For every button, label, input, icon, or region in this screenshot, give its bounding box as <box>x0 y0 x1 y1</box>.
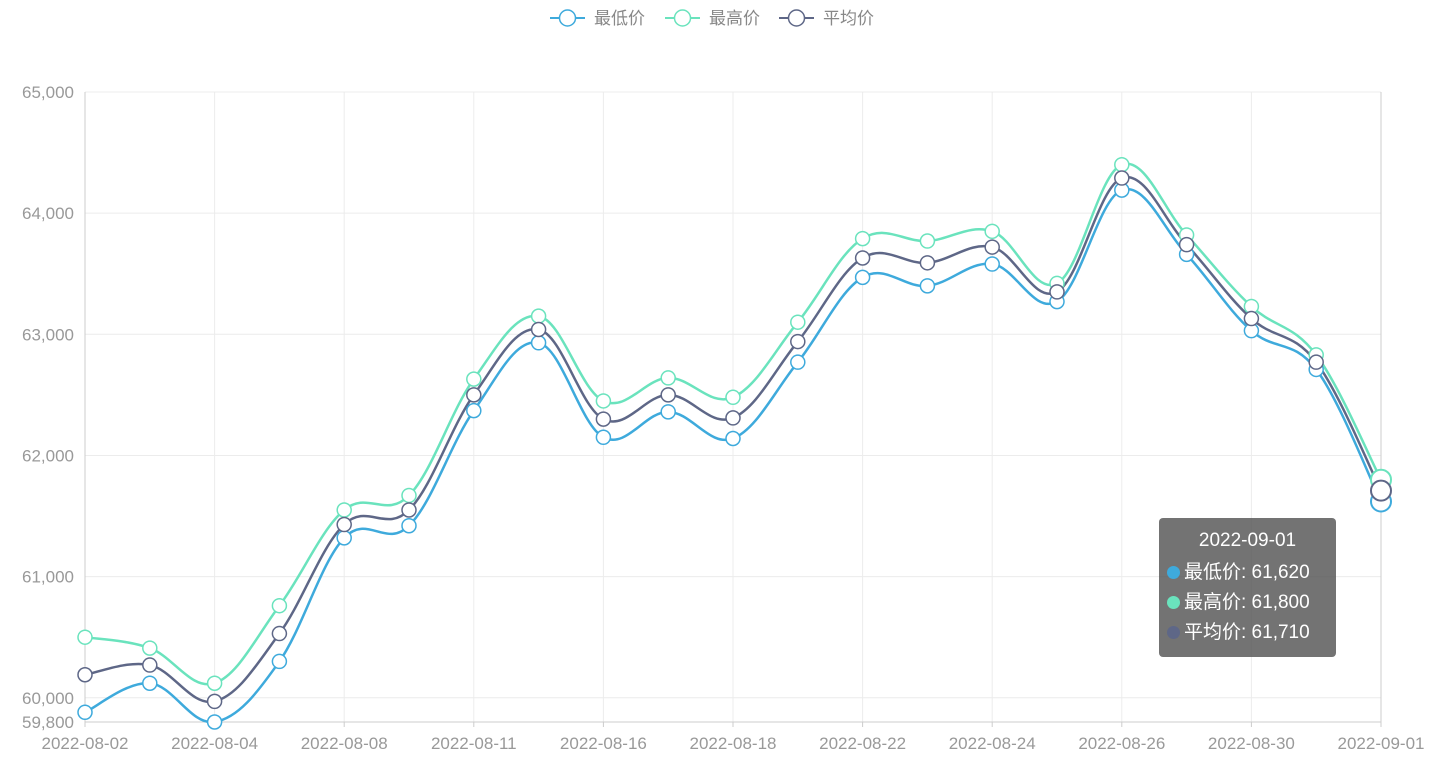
legend[interactable]: 最低价 最高价 平均价 <box>550 9 874 28</box>
data-point-1 <box>142 640 158 656</box>
x-tick-label: 2022-09-01 <box>1338 734 1425 753</box>
y-tick-label: 64,000 <box>22 204 74 223</box>
data-point-2 <box>206 693 223 710</box>
grid-lines <box>85 91 1381 722</box>
data-point-0 <box>790 354 806 370</box>
tooltip-dot-high <box>1167 596 1180 609</box>
data-point-2 <box>1049 284 1065 300</box>
tooltip-dot-avg <box>1167 626 1180 639</box>
data-point-0 <box>142 675 158 691</box>
data-point-1 <box>790 314 806 330</box>
y-tick-label: 61,000 <box>22 568 74 587</box>
data-point-1 <box>854 230 871 247</box>
tooltip-row-low: 最低价: 61,620 <box>1167 558 1328 588</box>
legend-label: 最高价 <box>709 9 760 28</box>
legend-marker-icon <box>558 9 577 27</box>
data-point-0 <box>919 278 936 294</box>
data-point-0 <box>725 430 741 447</box>
data-point-2 <box>919 255 936 271</box>
data-point-1 <box>336 502 352 518</box>
data-point-2 <box>1370 479 1392 502</box>
data-point-2 <box>1243 310 1260 327</box>
x-tick-label: 2022-08-08 <box>301 734 388 753</box>
legend-label: 最低价 <box>594 9 645 28</box>
data-point-0 <box>336 530 352 546</box>
data-point-2 <box>725 410 741 426</box>
y-tick-label: 59,800 <box>22 713 74 732</box>
data-point-0 <box>984 256 1000 272</box>
data-point-1 <box>530 308 547 324</box>
y-tick-label: 63,000 <box>22 325 74 344</box>
legend-marker-icon <box>787 9 806 27</box>
data-point-2 <box>401 502 417 518</box>
data-point-2 <box>466 387 482 403</box>
legend-marker-icon <box>673 9 692 27</box>
x-tick-label: 2022-08-16 <box>560 734 647 753</box>
tooltip-row-avg: 平均价: 61,710 <box>1167 618 1328 648</box>
data-point-0 <box>466 402 482 419</box>
x-tick-label: 2022-08-11 <box>431 734 517 753</box>
data-point-1 <box>466 371 482 387</box>
tooltip-dot-low <box>1167 566 1180 579</box>
series-lines <box>77 156 1392 730</box>
x-tick-label: 2022-08-22 <box>819 734 906 753</box>
tooltip-value-low: 最低价: 61,620 <box>1184 562 1310 583</box>
data-point-2 <box>984 239 1000 255</box>
data-point-2 <box>660 387 676 403</box>
data-point-0 <box>530 335 547 351</box>
legend-item-2[interactable]: 平均价 <box>779 9 874 28</box>
x-tick-label: 2022-08-02 <box>42 734 129 753</box>
data-point-1 <box>725 389 741 406</box>
data-point-0 <box>595 429 612 446</box>
x-tick-label: 2022-08-04 <box>171 734 258 753</box>
legend-label: 平均价 <box>823 9 874 28</box>
data-point-2 <box>1114 170 1130 186</box>
data-point-1 <box>660 370 676 386</box>
data-point-0 <box>401 517 417 534</box>
tooltip: 2022-09-01 最低价: 61,620 最高价: 61,800 平均价: … <box>1159 518 1336 657</box>
legend-item-1[interactable]: 最高价 <box>665 9 760 28</box>
tooltip-value-high: 最高价: 61,800 <box>1184 592 1310 613</box>
x-tick-label: 2022-08-26 <box>1078 734 1165 753</box>
data-point-1 <box>271 597 288 614</box>
data-point-1 <box>77 629 93 645</box>
data-point-2 <box>790 333 806 350</box>
data-point-1 <box>1114 156 1130 173</box>
data-point-2 <box>77 667 93 683</box>
data-point-1 <box>984 223 1000 240</box>
data-point-0 <box>854 269 871 286</box>
data-point-2 <box>530 321 547 338</box>
data-point-1 <box>919 233 936 249</box>
tooltip-title: 2022-09-01 <box>1198 530 1297 551</box>
y-tick-label: 60,000 <box>22 689 74 708</box>
data-point-2 <box>595 411 612 427</box>
tooltip-row-high: 最高价: 61,800 <box>1167 588 1328 618</box>
data-point-2 <box>1308 354 1324 370</box>
data-point-2 <box>271 625 288 642</box>
y-tick-label: 65,000 <box>22 83 74 102</box>
tooltip-value-avg: 平均价: 61,710 <box>1184 622 1310 643</box>
data-point-0 <box>271 653 288 670</box>
legend-item-0[interactable]: 最低价 <box>550 9 645 28</box>
axes: 59,800 60,000 61,000 62,000 63,000 64,000 65,0… <box>22 83 1424 753</box>
data-point-0 <box>206 714 223 730</box>
data-point-2 <box>336 516 352 533</box>
data-point-1 <box>206 675 223 691</box>
data-point-0 <box>660 404 676 420</box>
data-point-1 <box>595 393 612 409</box>
x-tick-label: 2022-08-24 <box>949 734 1036 753</box>
data-point-2 <box>142 657 158 673</box>
x-tick-label: 2022-08-30 <box>1208 734 1295 753</box>
data-point-2 <box>854 250 871 266</box>
data-point-2 <box>1178 236 1195 253</box>
y-tick-label: 62,000 <box>22 446 74 465</box>
x-tick-label: 2022-08-18 <box>690 734 777 753</box>
data-point-0 <box>77 704 93 721</box>
data-point-1 <box>401 487 417 504</box>
